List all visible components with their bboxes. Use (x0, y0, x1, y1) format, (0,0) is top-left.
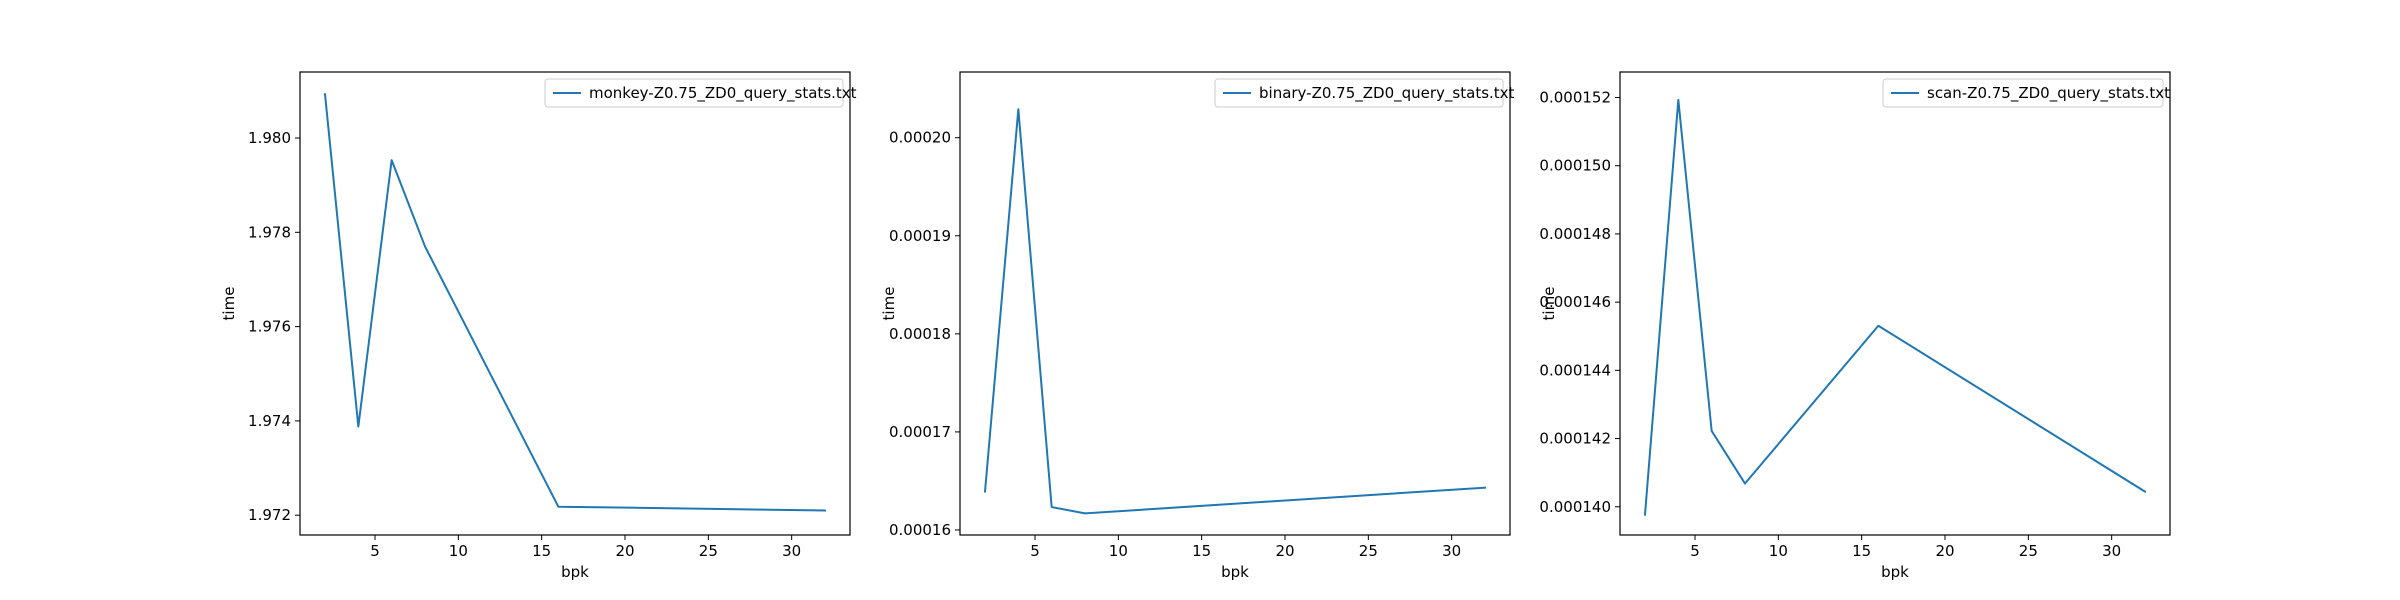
x-tick-label: 10 (449, 542, 468, 560)
x-tick-label: 25 (2019, 542, 2038, 560)
y-tick-label: 0.000148 (1539, 225, 1611, 243)
y-tick-label: 0.000152 (1539, 89, 1611, 107)
x-tick-label: 15 (1852, 542, 1871, 560)
legend-label: monkey-Z0.75_ZD0_query_stats.txt (589, 84, 857, 103)
x-tick-label: 30 (2102, 542, 2121, 560)
x-tick-label: 15 (1192, 542, 1211, 560)
y-tick-label: 1.980 (248, 129, 291, 147)
x-tick-label: 20 (615, 542, 634, 560)
y-tick-label: 0.00017 (889, 423, 951, 441)
y-axis-label: time (220, 287, 238, 321)
legend-box (1214, 78, 1504, 108)
x-tick-label: 30 (1442, 542, 1461, 560)
y-tick-label: 0.00019 (889, 227, 951, 245)
series-line (323, 93, 827, 512)
y-tick-label: 0.000146 (1539, 293, 1611, 311)
y-tick-label: 1.978 (248, 223, 291, 241)
legend: monkey-Z0.75_ZD0_query_stats.txt (544, 78, 857, 108)
x-tick-label: 25 (699, 542, 718, 560)
series-line (1643, 98, 2147, 516)
y-tick-label: 0.000140 (1539, 498, 1611, 516)
legend-box (1882, 78, 2164, 108)
chart-panel-3: 5 10 15 20 25 30 0.000140 0.000142 0.000144 0.000… (1539, 71, 2171, 581)
y-tick-label: 0.00016 (889, 521, 951, 539)
y-tick-label: 1.974 (248, 412, 291, 430)
legend-box (544, 78, 844, 108)
legend-label: scan-Z0.75_ZD0_query_stats.txt (1927, 84, 2170, 103)
x-tick-label: 10 (1769, 542, 1788, 560)
legend: scan-Z0.75_ZD0_query_stats.txt (1882, 78, 2170, 108)
x-tick-label: 10 (1109, 542, 1128, 560)
y-tick-label: 0.000142 (1539, 430, 1611, 448)
x-axis-label: bpk (561, 563, 589, 581)
x-axis-label: bpk (1881, 563, 1909, 581)
y-tick-label: 0.000144 (1539, 361, 1611, 379)
y-tick-label: 0.00018 (889, 325, 951, 343)
y-tick-label: 1.976 (248, 318, 291, 336)
plot-frame (1619, 71, 2171, 536)
x-tick-label: 25 (1359, 542, 1378, 560)
x-axis-label: bpk (1221, 563, 1249, 581)
y-tick-label: 1.972 (248, 506, 291, 524)
x-tick-label: 15 (532, 542, 551, 560)
x-tick-label: 20 (1275, 542, 1294, 560)
x-tick-label: 20 (1935, 542, 1954, 560)
legend-label: binary-Z0.75_ZD0_query_stats.txt (1259, 84, 1515, 103)
plot-frame (959, 71, 1511, 536)
x-tick-label: 5 (1690, 542, 1700, 560)
x-tick-label: 30 (782, 542, 801, 560)
legend: binary-Z0.75_ZD0_query_stats.txt (1214, 78, 1515, 108)
y-axis-label: time (1540, 287, 1558, 321)
x-tick-label: 5 (1030, 542, 1040, 560)
plot-frame (299, 71, 851, 536)
y-axis-label: time (880, 287, 898, 321)
x-tick-label: 5 (370, 542, 380, 560)
y-tick-label: 0.00020 (889, 129, 951, 147)
y-tick-label: 0.000150 (1539, 157, 1611, 175)
chart-panel-2: 5 10 15 20 25 30 0.00016 0.00017 0.00018 0.00019 0… (880, 71, 1515, 581)
chart-panel-1: 5 10 15 20 25 30 1.972 1.974 1.976 1.978 1.980 bpk t… (220, 71, 857, 581)
